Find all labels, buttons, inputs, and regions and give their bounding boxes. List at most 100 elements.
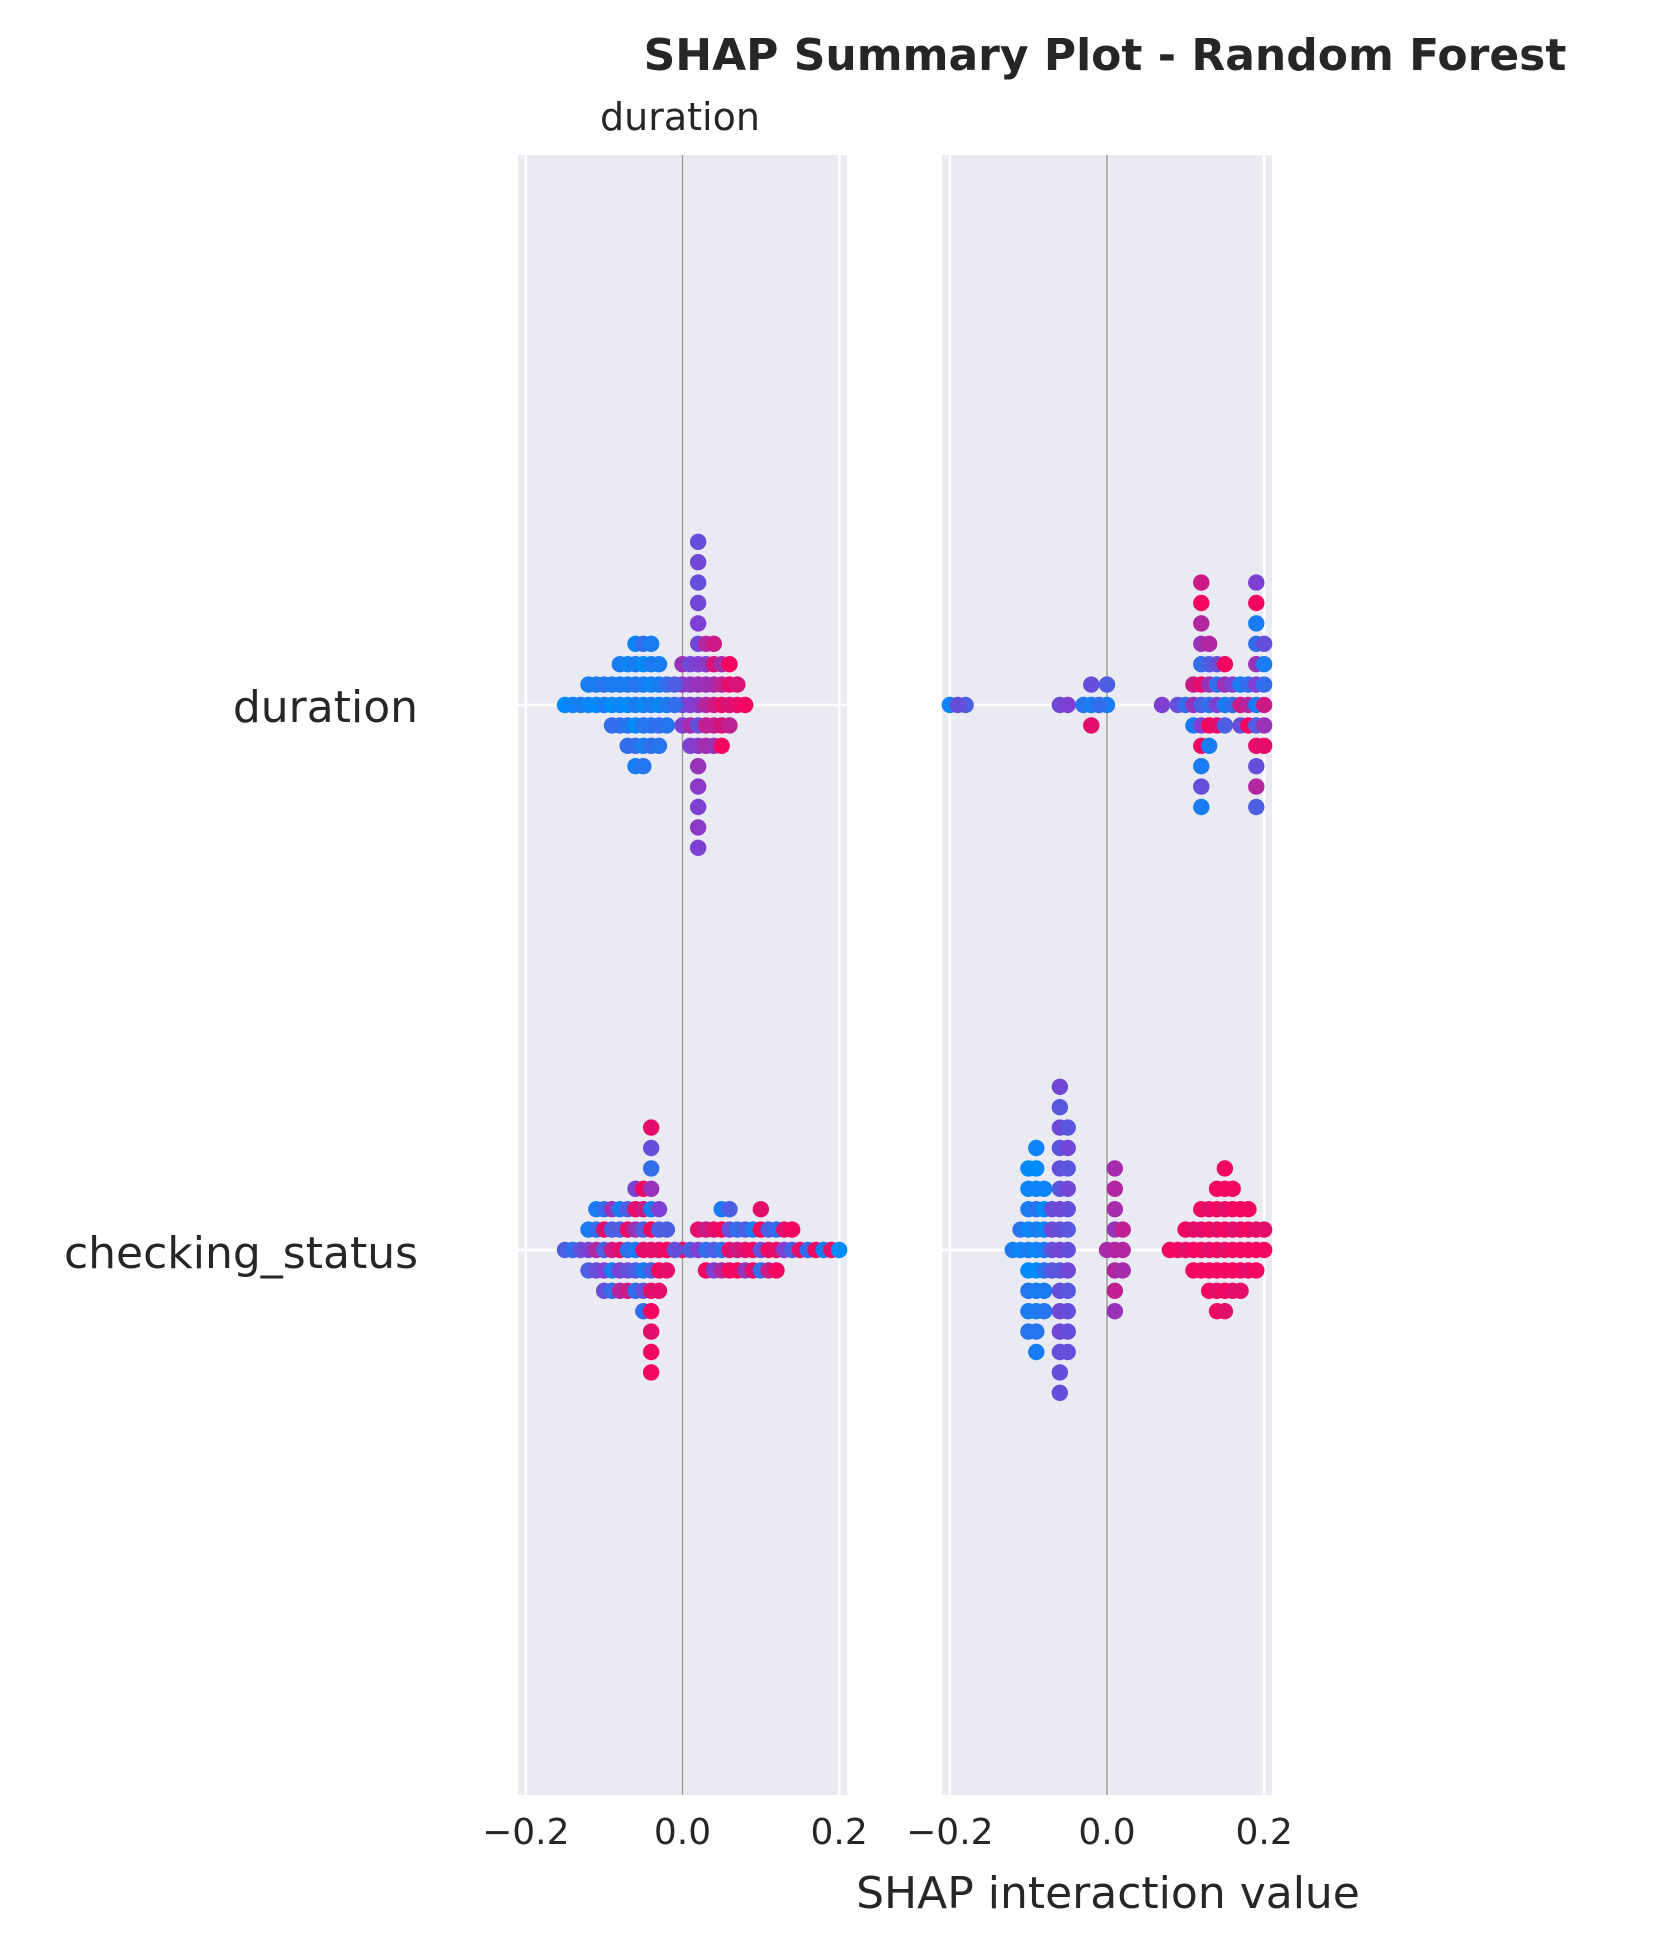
scatter-point	[1083, 676, 1100, 693]
scatter-point	[1255, 717, 1273, 734]
scatter-point	[642, 1303, 660, 1320]
xtick-label: 0.2	[1236, 1812, 1293, 1853]
scatter-point	[650, 1201, 668, 1218]
scatter-point	[1059, 1282, 1076, 1300]
scatter-point	[642, 1139, 660, 1157]
scatter-point	[1200, 737, 1218, 754]
scatter-point	[1255, 676, 1273, 693]
scatter-point	[658, 1221, 676, 1238]
xtick-label: 0.0	[654, 1812, 711, 1853]
scatter-point	[1106, 1282, 1124, 1300]
chart-title: SHAP Summary Plot - Random Forest	[644, 30, 1567, 81]
scatter-point	[1035, 1180, 1053, 1198]
scatter-point	[1059, 1343, 1076, 1361]
scatter-point	[650, 737, 668, 754]
xtick-label: 0.0	[1078, 1812, 1135, 1853]
scatter-point	[783, 1221, 801, 1238]
scatter-point	[736, 696, 754, 714]
scatter-point	[642, 635, 660, 652]
scatter-point	[642, 1364, 660, 1381]
scatter-point	[1248, 615, 1265, 632]
scatter-point	[1028, 1160, 1045, 1177]
scatter-point	[713, 737, 730, 754]
scatter-point	[1028, 1323, 1045, 1340]
scatter-point	[1224, 1180, 1241, 1198]
scatter-point	[1193, 574, 1210, 591]
scatter-point	[1035, 1282, 1053, 1300]
scatter-point	[1248, 798, 1265, 816]
scatter-point	[1028, 1139, 1045, 1157]
scatter-point	[1059, 1201, 1076, 1218]
scatter-point	[1193, 798, 1210, 816]
scatter-point	[689, 615, 707, 632]
scatter-point	[1255, 737, 1273, 754]
scatter-point	[1255, 635, 1273, 652]
scatter-point	[1051, 1099, 1069, 1116]
scatter-point	[705, 635, 723, 652]
scatter-point	[1098, 676, 1116, 693]
scatter-point	[1255, 656, 1273, 673]
scatter-point	[729, 676, 746, 693]
scatter-point	[1255, 1241, 1273, 1259]
panels-group: −0.2 0.0 0.2 −0.2 0.0 0.2	[482, 155, 1293, 1853]
scatter-point	[1193, 594, 1210, 612]
ytick-label-duration: duration	[233, 682, 418, 733]
scatter-point	[1248, 574, 1265, 591]
scatter-point	[666, 676, 683, 693]
scatter-point	[1248, 778, 1265, 795]
scatter-point	[642, 1160, 660, 1177]
scatter-point	[642, 1343, 660, 1361]
scatter-point	[1059, 1323, 1076, 1340]
scatter-point	[1106, 1303, 1124, 1320]
scatter-point	[666, 1241, 683, 1259]
scatter-point	[1059, 1262, 1076, 1279]
scatter-point	[721, 1201, 738, 1218]
scatter-point	[1028, 1343, 1045, 1361]
scatter-point	[1083, 717, 1100, 734]
scatter-point	[1248, 1262, 1265, 1279]
scatter-point	[1240, 1201, 1257, 1218]
xtick-label: −0.2	[482, 1812, 569, 1853]
scatter-point	[1216, 1303, 1234, 1320]
scatter-point	[642, 1323, 660, 1340]
scatter-point	[666, 696, 683, 714]
scatter-point	[642, 1119, 660, 1136]
scatter-point	[1059, 1221, 1076, 1238]
x-axis-label: SHAP interaction value	[856, 1868, 1360, 1919]
scatter-point	[1200, 635, 1218, 652]
scatter-point	[752, 1201, 770, 1218]
scatter-point	[1051, 1078, 1069, 1096]
scatter-point	[689, 594, 707, 612]
scatter-point	[1153, 696, 1171, 714]
scatter-point	[1051, 1384, 1069, 1402]
scatter-point	[1106, 1201, 1124, 1218]
xtick-label: 0.2	[811, 1812, 868, 1853]
scatter-point	[658, 1262, 676, 1279]
scatter-point	[689, 758, 707, 775]
scatter-point	[689, 819, 707, 836]
scatter-point	[1114, 1221, 1131, 1238]
scatter-point	[1193, 615, 1210, 632]
xtick-label: −0.2	[906, 1812, 993, 1853]
scatter-point	[689, 574, 707, 591]
scatter-point	[1051, 1364, 1069, 1381]
scatter-point	[1090, 696, 1108, 714]
scatter-point	[658, 717, 676, 734]
scatter-point	[689, 778, 707, 795]
scatter-point	[1193, 778, 1210, 795]
scatter-point	[1216, 717, 1234, 734]
scatter-point	[1248, 758, 1265, 775]
scatter-point	[1059, 1139, 1076, 1157]
scatter-point	[830, 1241, 848, 1259]
ytick-label-checking-status: checking_status	[64, 1228, 418, 1279]
scatter-point	[1106, 1180, 1124, 1198]
scatter-point	[949, 696, 966, 714]
scatter-point	[650, 656, 668, 673]
scatter-point	[1106, 1160, 1124, 1177]
scatter-point	[1114, 1241, 1131, 1259]
scatter-point	[1216, 1160, 1234, 1177]
scatter-point	[1216, 656, 1234, 673]
scatter-point	[1114, 1262, 1131, 1279]
scatter-point	[721, 717, 738, 734]
